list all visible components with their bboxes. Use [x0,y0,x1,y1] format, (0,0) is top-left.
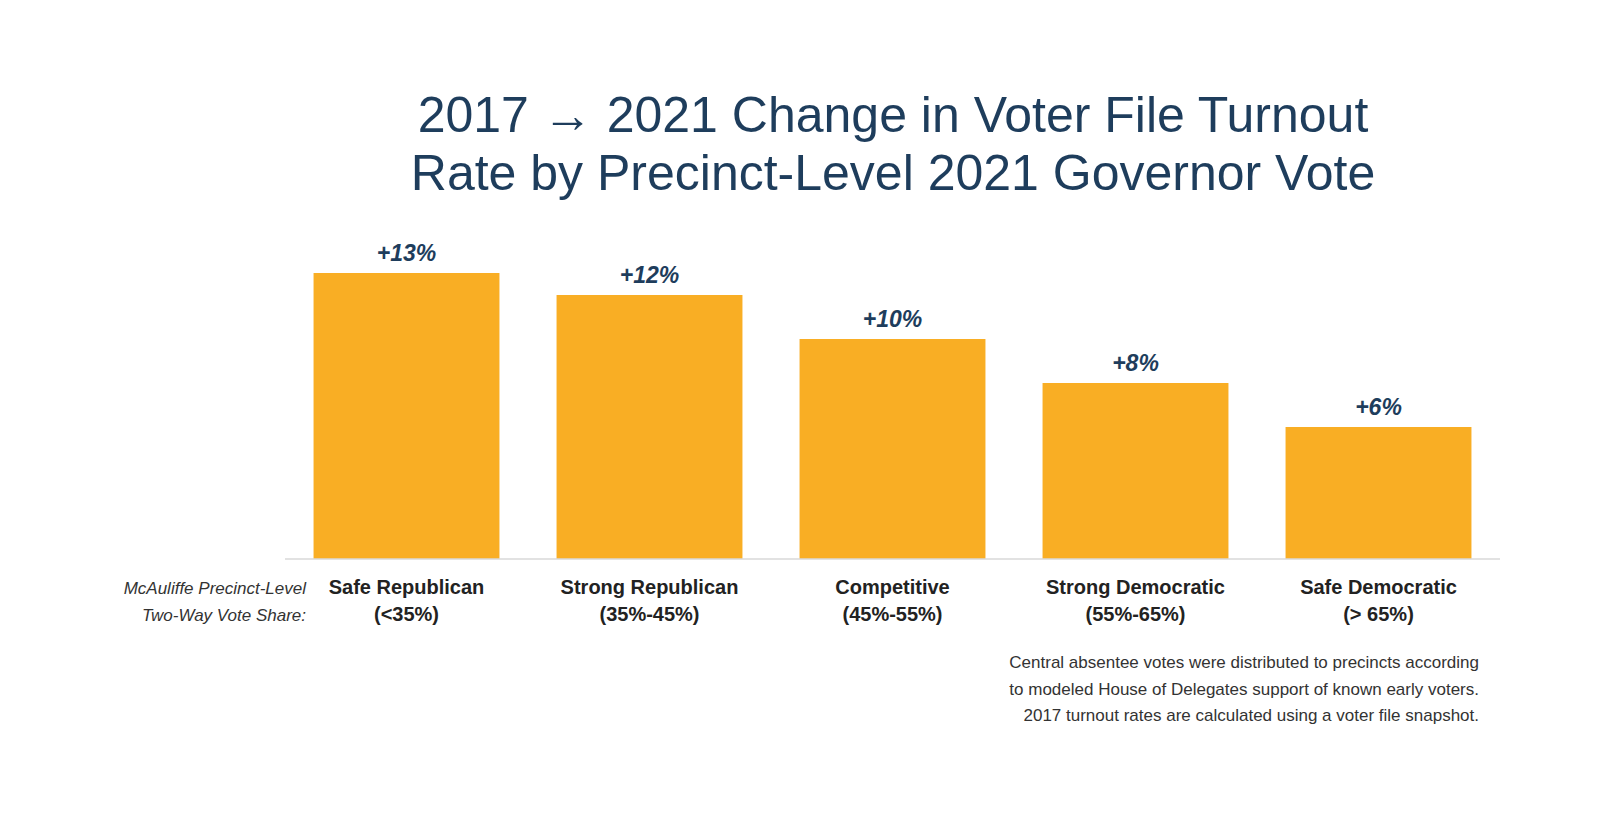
text-line: Central absentee votes were distributed … [1009,653,1479,672]
chart-container: 2017 → 2021 Change in Voter File Turnout… [0,0,1600,825]
text-line: McAuliffe Precinct-Level [124,579,308,598]
category-label: Strong Democratic (55%-65%) [1046,576,1225,625]
text-line: (35%-45%) [599,603,699,625]
text-line: Two-Way Vote Share: [142,606,306,625]
data-label: +10% [863,306,922,332]
bars [314,273,1472,559]
text-line: 2017 → 2021 Change in Voter File Turnout [418,87,1369,143]
text-line: 2017 turnout rates are calculated using … [1023,706,1479,725]
footnote: Central absentee votes were distributed … [1009,653,1479,725]
bar [1286,427,1472,559]
category-label: Strong Republican (35%-45%) [561,576,739,625]
data-label: +13% [377,240,436,266]
category-label: Competitive (45%-55%) [835,576,949,625]
text-line: (45%-55%) [842,603,942,625]
bar [1043,383,1229,559]
data-label: +12% [620,262,679,288]
text-line: Strong Republican [561,576,739,598]
text-line: Safe Republican [329,576,485,598]
axis-label: McAuliffe Precinct-Level Two-Way Vote Sha… [124,579,308,625]
text-line: (55%-65%) [1085,603,1185,625]
bar [800,339,986,559]
text-line: Competitive [835,576,949,598]
bar [557,295,743,559]
chart-title: 2017 → 2021 Change in Voter File Turnout… [411,87,1375,201]
text-line: Rate by Precinct-Level 2021 Governor Vot… [411,145,1375,201]
chart-svg: 2017 → 2021 Change in Voter File Turnout… [0,0,1600,825]
text-line: Strong Democratic [1046,576,1225,598]
text-line: Safe Democratic [1300,576,1457,598]
text-line: (<35%) [374,603,439,625]
text-line: (> 65%) [1343,603,1414,625]
category-label: Safe Republican (<35%) [329,576,485,625]
data-label: +8% [1112,350,1159,376]
text-line: to modeled House of Delegates support of… [1009,680,1479,699]
bar [314,273,500,559]
category-label: Safe Democratic (> 65%) [1300,576,1457,625]
data-label: +6% [1355,394,1402,420]
baseline [285,558,1500,560]
